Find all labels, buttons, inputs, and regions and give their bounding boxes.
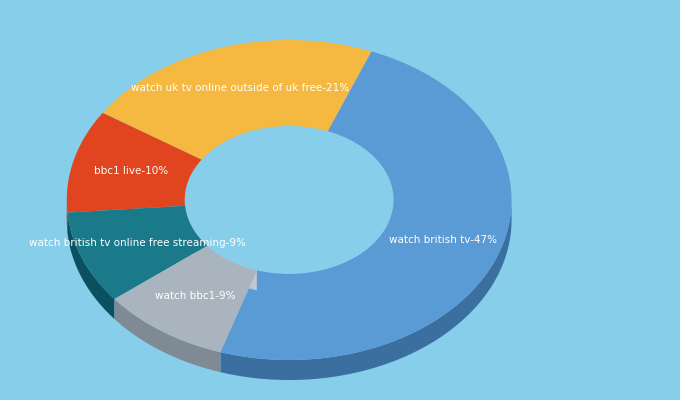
Polygon shape	[220, 200, 511, 380]
Polygon shape	[114, 299, 220, 372]
Text: watch bbc1-9%: watch bbc1-9%	[156, 291, 236, 301]
Polygon shape	[114, 246, 257, 352]
Polygon shape	[257, 200, 394, 294]
Polygon shape	[207, 246, 257, 290]
Polygon shape	[220, 51, 511, 360]
Polygon shape	[103, 40, 371, 160]
Polygon shape	[67, 212, 114, 319]
Text: watch british tv online free streaming-9%: watch british tv online free streaming-9…	[29, 238, 245, 248]
Text: watch british tv-47%: watch british tv-47%	[389, 235, 497, 245]
Polygon shape	[67, 113, 201, 212]
Text: watch uk tv online outside of uk free-21%: watch uk tv online outside of uk free-21…	[131, 84, 349, 94]
Polygon shape	[67, 206, 207, 299]
Polygon shape	[185, 206, 207, 266]
Text: bbc1 live-10%: bbc1 live-10%	[94, 166, 168, 176]
